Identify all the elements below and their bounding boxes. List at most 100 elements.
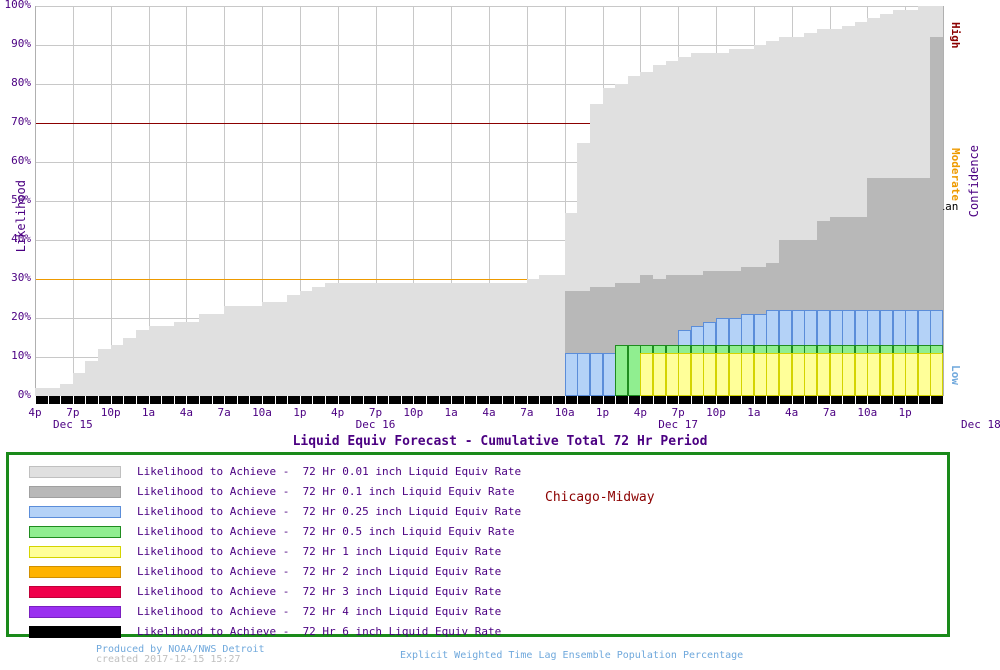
bar (287, 294, 300, 396)
x-tick (640, 396, 641, 404)
bar (312, 286, 325, 396)
bar (350, 282, 363, 396)
gridline-vertical (300, 6, 301, 396)
x-tick (918, 396, 919, 404)
x-tick (287, 396, 288, 404)
gridline-vertical (111, 6, 112, 396)
x-tick (186, 396, 187, 404)
x-tick-label: 4p (28, 406, 42, 419)
x-tick (514, 396, 515, 404)
x-tick-label: 4a (179, 406, 193, 419)
x-tick (489, 396, 490, 404)
bar (249, 306, 262, 396)
x-tick (464, 396, 465, 404)
x-tick-label: 10p (403, 406, 424, 419)
x-tick (577, 396, 578, 404)
x-tick-label: 4p (633, 406, 647, 419)
bar (149, 325, 162, 396)
legend-label: Likelihood to Achieve - 72 Hr 0.5 inch L… (137, 525, 515, 538)
x-tick (615, 396, 616, 404)
x-tick (666, 396, 667, 404)
bar (451, 282, 464, 396)
legend-swatch (29, 486, 121, 498)
gridline-vertical (565, 6, 566, 396)
y-tick-label: 40% (11, 232, 31, 245)
x-tick (539, 396, 540, 404)
gridline-vertical (149, 6, 150, 396)
x-date-label: Dec 15 (52, 418, 93, 431)
x-tick (628, 396, 629, 404)
bar (376, 282, 389, 396)
bar (930, 37, 943, 396)
gridline-vertical (451, 6, 452, 396)
bar (224, 306, 237, 396)
bar (262, 302, 275, 396)
legend-swatch (29, 526, 121, 538)
x-tick (338, 396, 339, 404)
bar (60, 384, 73, 396)
x-tick-label: 10a (554, 406, 575, 419)
x-date-label: Dec 16 (355, 418, 396, 431)
footer-created-timestamp: created 2017-12-15 15:27 (96, 654, 241, 665)
bar (136, 329, 149, 396)
x-tick-label: 1p (293, 406, 307, 419)
bar (867, 353, 880, 396)
x-tick (792, 396, 793, 404)
legend-label: Likelihood to Achieve - 72 Hr 2 inch Liq… (137, 565, 502, 578)
x-tick (779, 396, 780, 404)
x-tick (426, 396, 427, 404)
x-tick (161, 396, 162, 404)
x-tick (35, 396, 36, 404)
bar (779, 353, 792, 396)
bar (275, 302, 288, 396)
chart-plot-area (35, 6, 944, 397)
x-tick (388, 396, 389, 404)
x-tick (502, 396, 503, 404)
x-tick (729, 396, 730, 404)
footer-produced-by: Produced by NOAA/NWS Detroit (96, 644, 265, 655)
x-tick (60, 396, 61, 404)
bar (489, 282, 502, 396)
confidence-moderate-label: Moderate (949, 148, 962, 201)
legend-swatch (29, 466, 121, 478)
x-tick (413, 396, 414, 404)
bar (476, 282, 489, 396)
bar (653, 353, 666, 396)
x-tick (842, 396, 843, 404)
x-tick (111, 396, 112, 404)
gridline-vertical (413, 6, 414, 396)
x-tick (754, 396, 755, 404)
x-tick-label: 7a (217, 406, 231, 419)
y-tick-label: 30% (11, 271, 31, 284)
y-tick-label: 100% (4, 0, 32, 11)
high-threshold-line (35, 123, 943, 124)
x-date-label: Dec 18 (960, 418, 1000, 431)
legend-box: Likelihood to Achieve - 72 Hr 0.01 inch … (6, 452, 950, 638)
gridline-vertical (224, 6, 225, 396)
y-tick-label: 50% (11, 193, 31, 206)
y-axis-line (35, 6, 36, 396)
bar (325, 282, 338, 396)
legend-swatch (29, 586, 121, 598)
x-tick-label: 1a (747, 406, 761, 419)
footer-method-note: Explicit Weighted Time Lag Ensemble Popu… (400, 650, 744, 661)
x-tick-label: 4p (331, 406, 345, 419)
bar (464, 282, 477, 396)
x-tick-label: 7a (520, 406, 534, 419)
confidence-high-label: High (949, 22, 962, 49)
bar (615, 345, 628, 396)
confidence-low-label: Low (949, 365, 962, 385)
bar (590, 353, 603, 396)
bar (539, 275, 552, 396)
x-tick-label: 7a (822, 406, 837, 419)
bar (338, 282, 351, 396)
bar (98, 349, 111, 396)
x-tick (703, 396, 704, 404)
x-tick-label: 1p (898, 406, 912, 419)
x-tick (527, 396, 528, 404)
gridline-vertical (186, 6, 187, 396)
gridline-vertical (527, 6, 528, 396)
bar (439, 282, 452, 396)
x-tick (741, 396, 742, 404)
legend-label: Likelihood to Achieve - 72 Hr 0.1 inch L… (137, 485, 515, 498)
